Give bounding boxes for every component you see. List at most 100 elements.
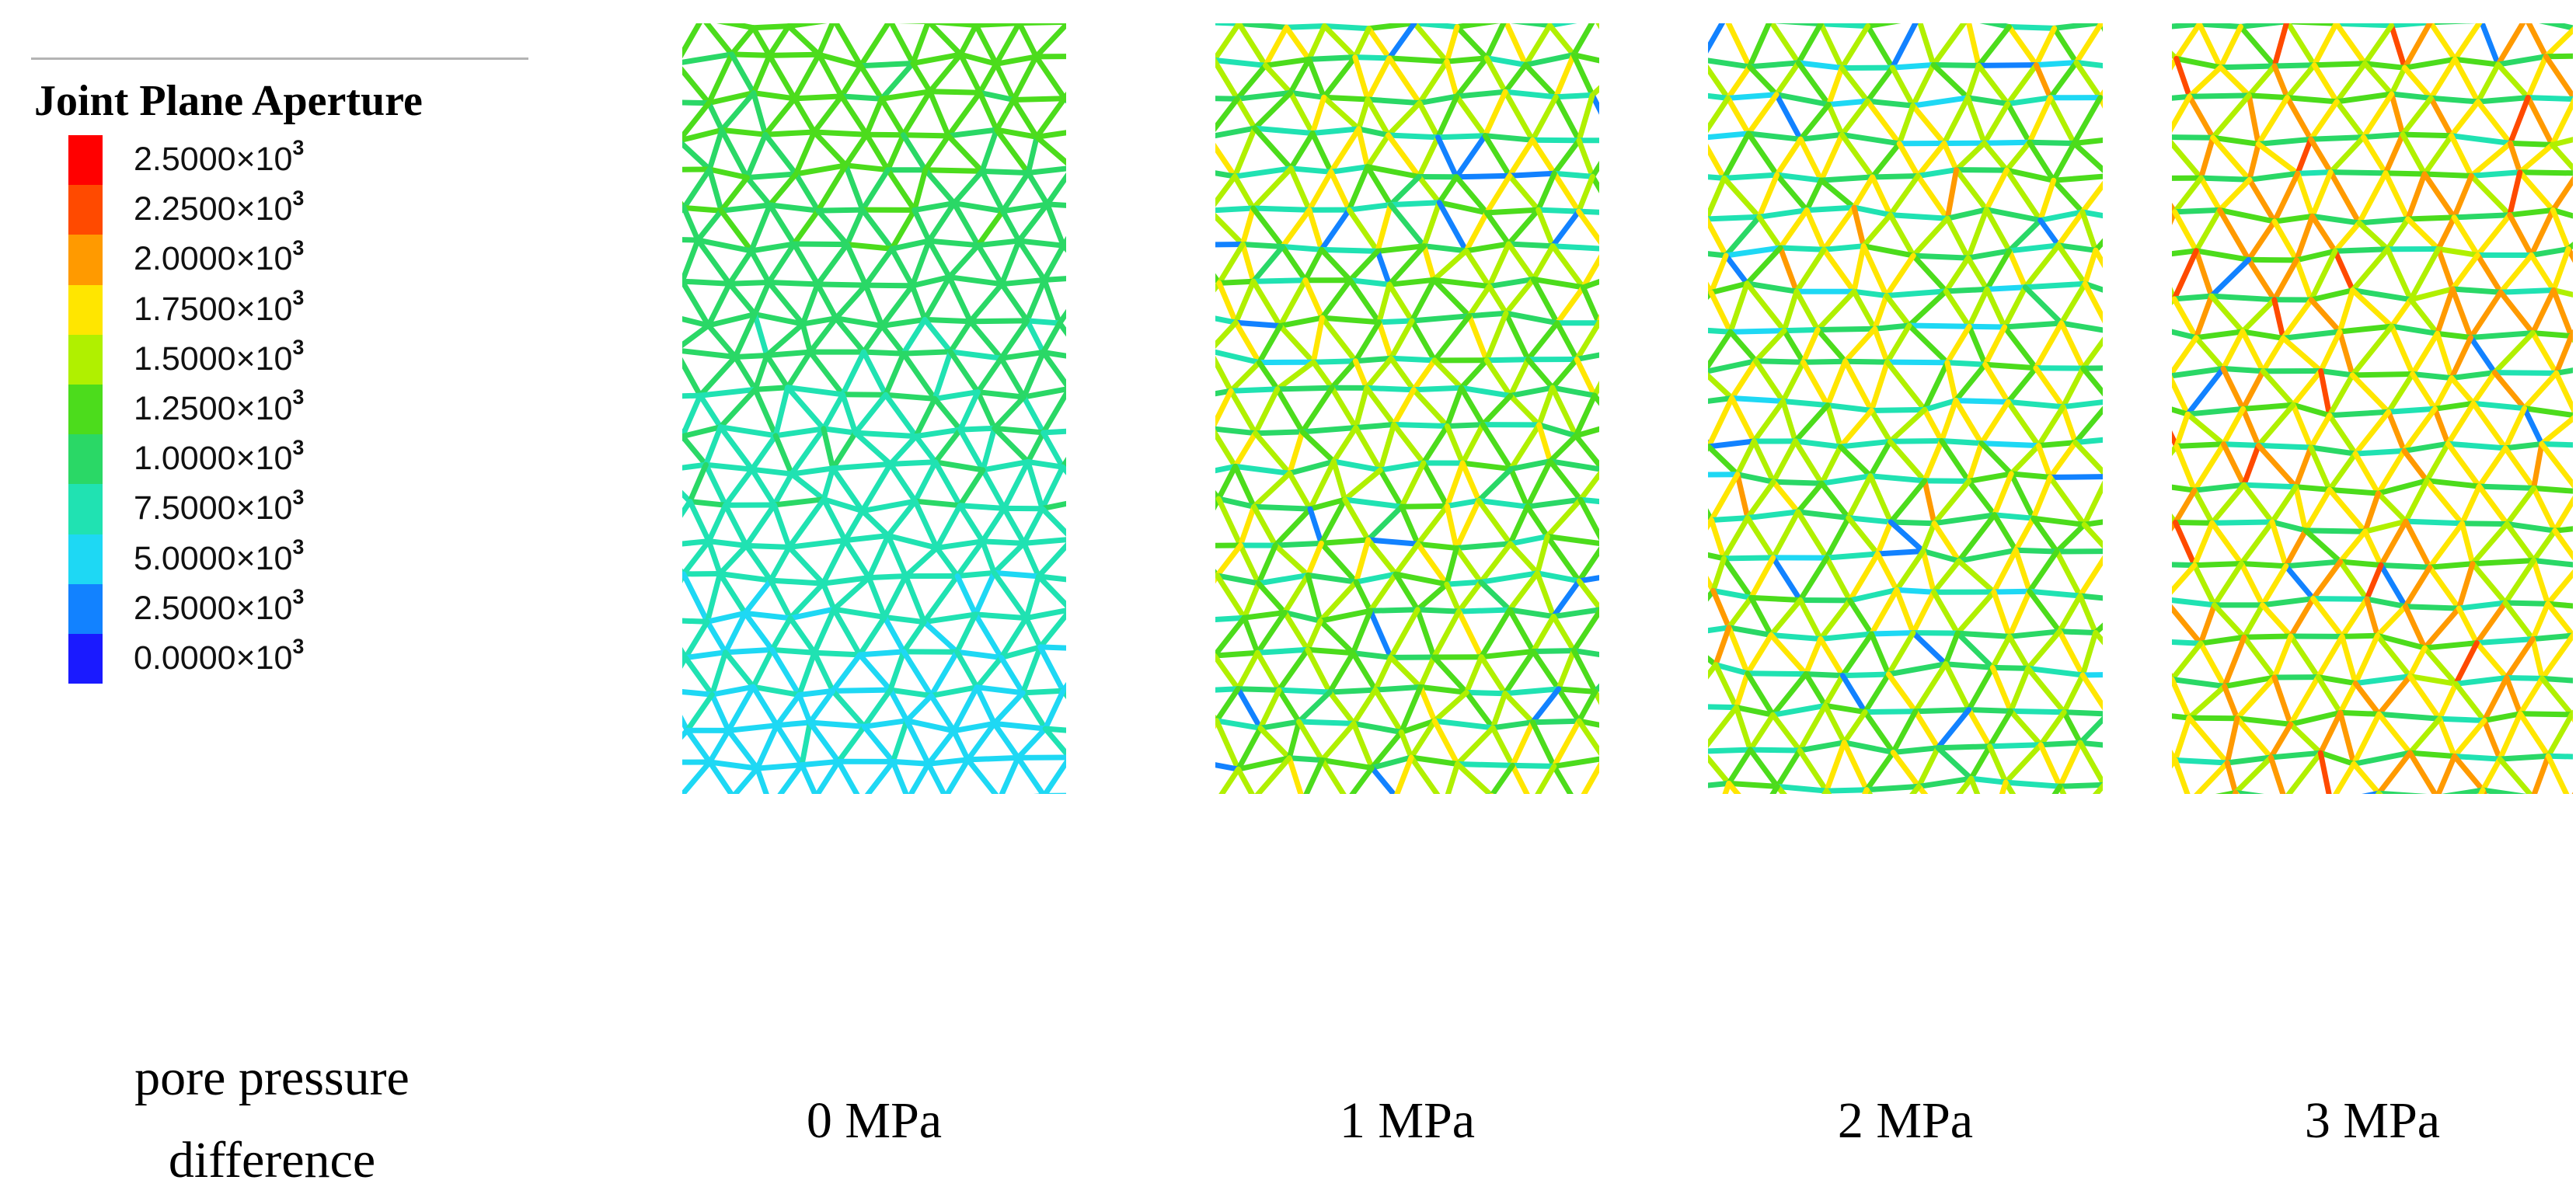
mesh-edge: [2470, 561, 2508, 606]
mesh-edge: [1342, 467, 1383, 503]
mesh-edge: [2172, 175, 2204, 215]
mesh-edge: [842, 131, 870, 169]
mesh-edge: [1306, 54, 1358, 62]
mesh-edge: [904, 718, 932, 767]
mesh-edge: [857, 652, 894, 693]
mesh-edge: [2427, 520, 2465, 570]
mesh-edge: [1725, 23, 1752, 70]
mesh-edge: [1910, 103, 1947, 146]
mesh-edge: [744, 131, 769, 181]
mesh-edge: [885, 167, 918, 213]
mesh-edge: [1317, 618, 1356, 656]
mesh-edge: [1966, 471, 2014, 484]
mesh-edge: [709, 691, 731, 733]
mesh-edge: [2193, 293, 2215, 341]
mesh-edge: [1867, 473, 1894, 525]
mesh-edge: [682, 655, 715, 698]
mesh-edge: [2452, 56, 2501, 68]
mesh-edge: [1507, 137, 1535, 179]
mesh-edge: [2246, 92, 2261, 147]
mesh-edge: [1299, 429, 1337, 465]
mesh-edge: [2222, 634, 2247, 689]
mesh-edge: [1770, 671, 1809, 718]
mesh-edge: [2061, 672, 2086, 715]
mesh-edge: [1797, 102, 1832, 142]
mesh-edge: [1982, 139, 2033, 146]
mesh-edge: [702, 461, 755, 472]
mesh-edge: [863, 245, 895, 288]
mesh-edge: [1954, 630, 2013, 639]
mesh-edge: [957, 389, 981, 433]
mesh-edge: [1846, 515, 1881, 557]
mesh-edge: [1966, 323, 1989, 367]
mesh-edge: [1508, 541, 1540, 576]
mesh-edge: [1234, 62, 1268, 102]
mesh-edge: [1910, 215, 1950, 259]
mesh-edge: [682, 649, 729, 661]
mesh-edge: [1346, 164, 1371, 213]
mesh-edge: [2210, 92, 2252, 141]
mesh-edge: [926, 238, 981, 249]
mesh-edge: [1463, 248, 1492, 290]
mesh-edge: [1215, 686, 1241, 724]
mesh-edge: [2193, 329, 2246, 341]
mesh-edge: [2238, 519, 2275, 566]
mesh-edge: [1454, 89, 1508, 99]
mesh-edge: [1310, 359, 1335, 391]
mesh-edge: [1253, 386, 1281, 437]
mesh-edge: [682, 727, 690, 740]
mesh-edge: [1884, 252, 1916, 299]
mesh-edge: [1034, 130, 1066, 140]
mesh-edge: [1508, 534, 1550, 547]
mesh-edge: [2468, 330, 2536, 340]
mesh-edge: [1576, 208, 1599, 215]
mesh-edge: [1576, 575, 1599, 584]
mesh-edge: [2449, 370, 2498, 381]
mesh-edge: [2451, 212, 2513, 221]
mesh-edge: [2375, 604, 2408, 639]
mesh-edge: [1483, 172, 1513, 216]
mesh-edge: [1215, 762, 1241, 772]
mesh-edge: [1847, 597, 1874, 637]
mesh-edge: [2332, 220, 2362, 254]
mesh-edge: [800, 315, 839, 327]
mesh-edge: [709, 649, 729, 698]
mesh-edge: [2361, 134, 2389, 176]
mesh-edge: [1445, 761, 1461, 794]
mesh-edge: [1797, 131, 1845, 142]
mesh-edge: [2400, 95, 2434, 138]
mesh-edge: [1241, 610, 1288, 621]
mesh-edge: [695, 207, 724, 243]
mesh-edge: [1284, 23, 1327, 30]
mesh-edge: [1580, 279, 1599, 291]
mesh-edge: [1309, 131, 1334, 175]
mesh-edge: [1721, 131, 1752, 181]
mesh-edge: [974, 655, 1004, 691]
mesh-edge: [1729, 395, 1786, 404]
mesh-edge: [1851, 288, 1890, 299]
mesh-edge: [1941, 141, 1960, 173]
mesh-edge: [1751, 399, 1786, 444]
mesh-edge: [861, 349, 889, 398]
mesh-edge: [2079, 180, 2103, 215]
mesh-edge: [2198, 175, 2253, 183]
mesh-edge: [1889, 64, 1916, 109]
mesh-edge: [1216, 242, 1246, 286]
mesh-edge: [852, 392, 889, 436]
mesh-edge: [744, 171, 799, 181]
mesh-edge: [1890, 745, 1941, 755]
mesh-edge: [811, 129, 849, 169]
mesh-edge: [842, 162, 866, 213]
mesh-edge: [2172, 562, 2198, 569]
mesh-edge: [1353, 422, 1397, 430]
mesh-edge: [972, 611, 1004, 660]
mesh-edge: [1319, 315, 1358, 364]
mesh-edge: [975, 238, 1022, 249]
mesh-edge: [1734, 472, 1776, 485]
mesh-edge: [2002, 320, 2065, 330]
mesh-edge: [1708, 704, 1739, 711]
mesh-edge: [2491, 370, 2560, 376]
mesh-edge: [2364, 596, 2408, 610]
mesh-edge: [749, 466, 777, 508]
mesh-edge: [2389, 323, 2440, 336]
